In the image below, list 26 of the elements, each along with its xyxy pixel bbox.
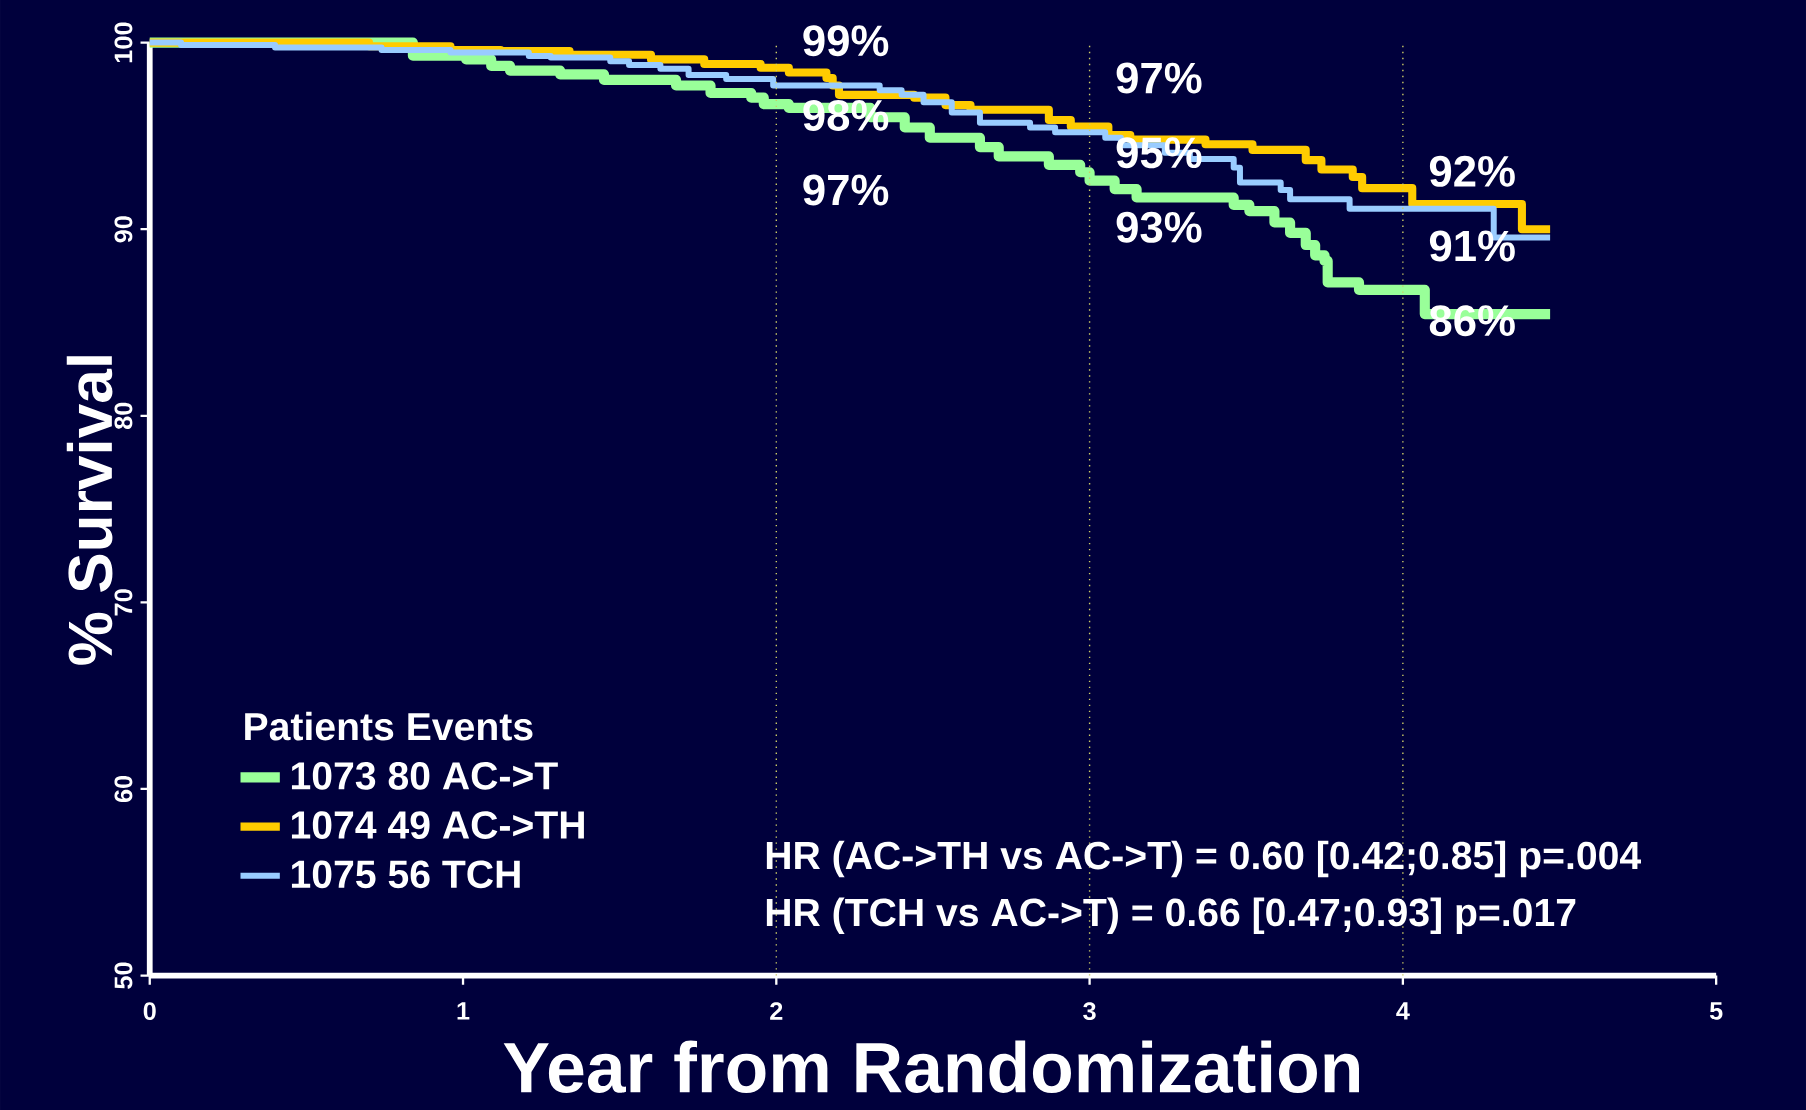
y-axis-title: % Survival xyxy=(66,356,113,665)
x-tick-label: 4 xyxy=(1396,1001,1410,1020)
legend-title: Patients Events xyxy=(245,711,533,741)
x-tick-label: 5 xyxy=(1709,1001,1723,1020)
legend-label: 1073 80 AC->T xyxy=(291,761,558,790)
annotation: HR (TCH vs AC->T) = 0.66 [0.47;0.93] p=.017 xyxy=(766,897,1576,934)
y-tick-label: 50 xyxy=(114,962,133,989)
x-tick-label: 1 xyxy=(457,1001,470,1020)
y-tick-label: 100 xyxy=(114,22,133,62)
x-tick-label: 3 xyxy=(1083,1001,1096,1020)
x-tick-label: 0 xyxy=(143,1001,156,1020)
annotation: 97% xyxy=(803,174,889,206)
y-tick-label: 70 xyxy=(114,589,133,616)
legend-label: 1074 49 AC->TH xyxy=(291,811,584,839)
legend-label: 1075 56 TCH xyxy=(291,860,520,889)
annotation: 92% xyxy=(1429,155,1515,187)
annotation: HR (AC->TH vs AC->T) = 0.60 [0.42;0.85] p=.004 xyxy=(766,840,1641,878)
annotation: 99% xyxy=(803,25,889,57)
y-tick-label: 90 xyxy=(114,216,133,243)
annotation: 93% xyxy=(1116,211,1202,243)
y-tick-label: 60 xyxy=(114,775,133,802)
x-axis-title: Year from Randomization xyxy=(503,1040,1359,1093)
y-tick-label: 80 xyxy=(114,402,133,429)
annotation: 97% xyxy=(1116,62,1202,94)
annotation: 91% xyxy=(1429,230,1515,262)
x-tick-label: 2 xyxy=(770,1001,783,1020)
